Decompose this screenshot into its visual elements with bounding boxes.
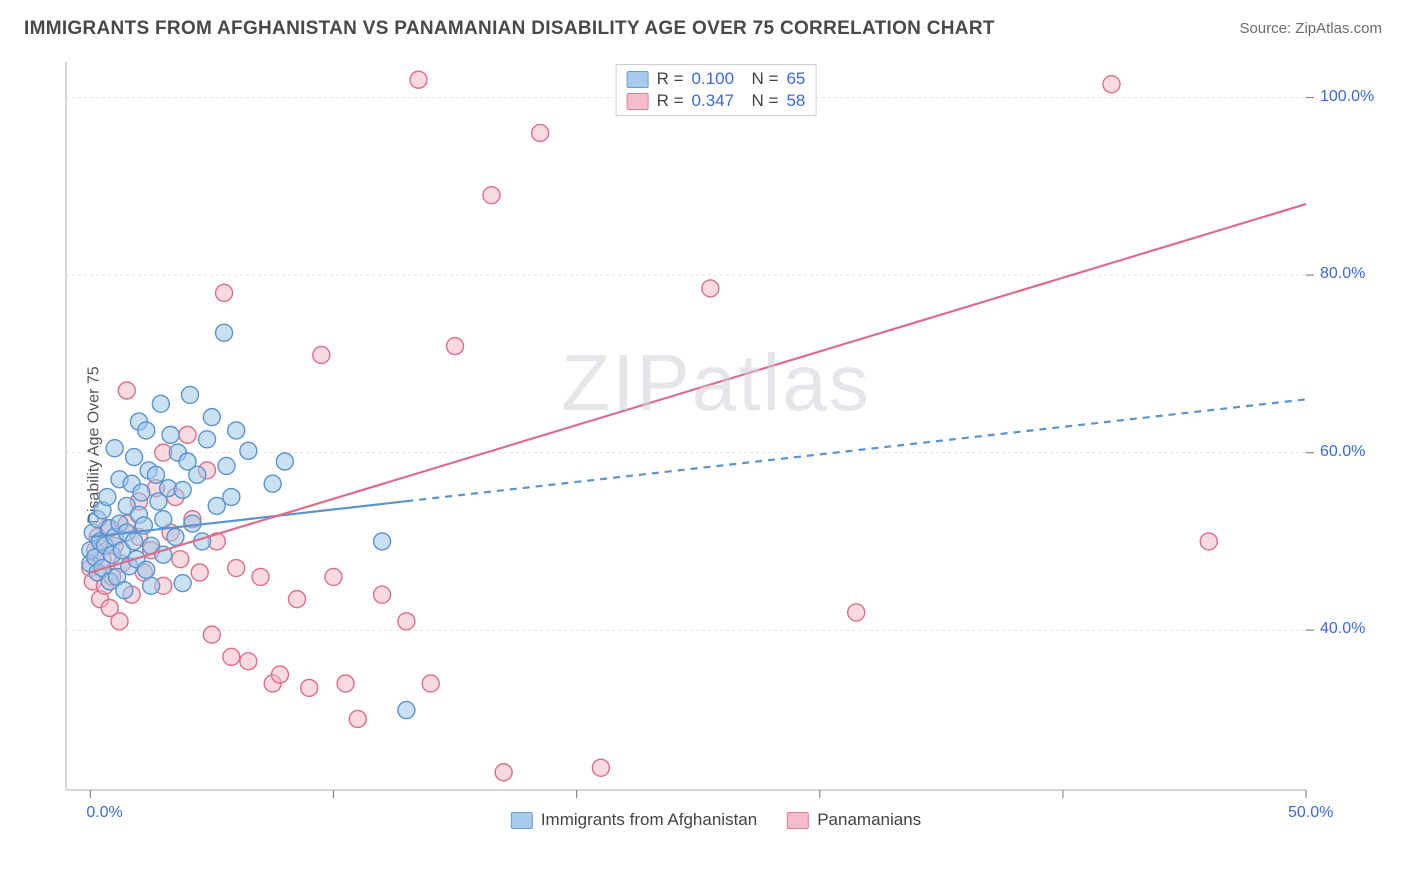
y-tick-label: 80.0% <box>1320 265 1365 283</box>
swatch-panamanians <box>627 93 649 110</box>
legend-item-afghanistan: Immigrants from Afghanistan <box>511 810 757 830</box>
chart-source: Source: ZipAtlas.com <box>1239 18 1382 37</box>
y-tick-label: 60.0% <box>1320 443 1365 461</box>
swatch-afghanistan-icon <box>511 812 533 829</box>
x-tick-label: 50.0% <box>1288 804 1333 822</box>
legend-stats: R = 0.100 N = 65 R = 0.347 N = 58 <box>616 64 817 116</box>
legend-series: Immigrants from Afghanistan Panamanians <box>511 810 921 830</box>
swatch-afghanistan <box>627 71 649 88</box>
legend-item-panamanians: Panamanians <box>787 810 921 830</box>
y-tick-label: 100.0% <box>1320 88 1374 106</box>
chart-title: IMMIGRANTS FROM AFGHANISTAN VS PANAMANIA… <box>24 18 995 40</box>
swatch-panamanians-icon <box>787 812 809 829</box>
scatter-plot <box>56 60 1376 830</box>
chart-area: Disability Age Over 75 ZIPatlas R = 0.10… <box>56 60 1376 830</box>
legend-row-panamanians: R = 0.347 N = 58 <box>627 90 806 112</box>
legend-label-afghanistan: Immigrants from Afghanistan <box>541 810 757 830</box>
x-tick-label: 0.0% <box>86 804 122 822</box>
legend-row-afghanistan: R = 0.100 N = 65 <box>627 68 806 90</box>
legend-label-panamanians: Panamanians <box>817 810 921 830</box>
y-tick-label: 40.0% <box>1320 620 1365 638</box>
